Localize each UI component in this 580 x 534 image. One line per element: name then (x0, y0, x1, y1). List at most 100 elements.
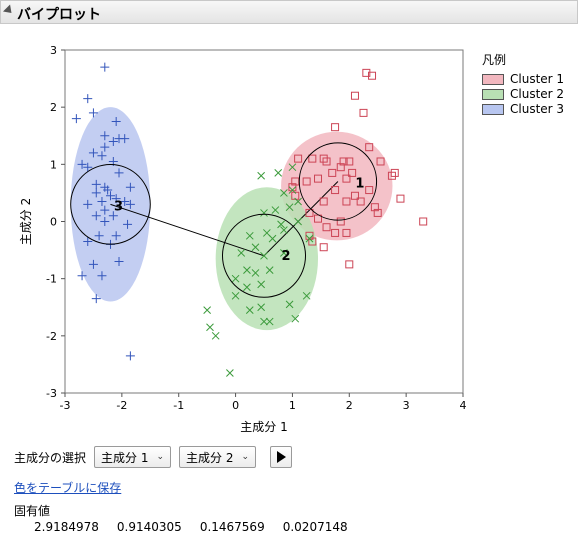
data-point (114, 168, 124, 178)
data-point (88, 148, 98, 158)
data-point (336, 217, 345, 226)
data-point (285, 203, 294, 212)
data-point (288, 163, 297, 172)
data-point (396, 194, 405, 203)
data-point (231, 274, 240, 283)
data-point (260, 251, 268, 260)
data-point (319, 243, 328, 252)
x-component-dropdown[interactable]: 主成分 1 ⌄ (94, 446, 172, 468)
data-point (100, 205, 110, 215)
y-tick-label: 3 (50, 44, 57, 57)
x-tick-label: 4 (460, 399, 467, 412)
data-point (419, 217, 428, 226)
data-point (265, 266, 274, 274)
chevron-down-icon: ⌄ (241, 452, 250, 462)
legend-title: 凡例 (482, 53, 507, 67)
y-tick-label: 1 (50, 158, 57, 171)
data-point (291, 314, 300, 323)
data-point (123, 219, 133, 229)
x-component-value: 主成分 1 (101, 450, 149, 465)
x-tick-label: -2 (116, 399, 127, 412)
data-point (305, 234, 314, 243)
data-point (359, 108, 368, 117)
data-point (83, 94, 93, 104)
data-point (260, 317, 268, 326)
y-component-dropdown[interactable]: 主成分 2 ⌄ (179, 446, 257, 468)
data-point (108, 211, 118, 221)
data-point (94, 231, 104, 241)
data-point (203, 306, 211, 314)
arrow-right-icon (276, 451, 286, 463)
data-point (257, 171, 266, 180)
data-point (97, 271, 107, 281)
data-point (373, 208, 382, 217)
cluster-number-label: 3 (114, 199, 123, 214)
data-point (280, 249, 288, 257)
data-point (111, 194, 121, 204)
data-point (226, 369, 234, 377)
save-colors-link[interactable]: 色をテーブルに保存 (14, 481, 122, 495)
data-point (103, 185, 113, 195)
y-axis-label: 主成分 2 (19, 198, 33, 245)
biplot-header[interactable]: バイプロット (0, 0, 578, 24)
legend-item-cluster-2[interactable]: Cluster 2 (482, 87, 564, 101)
data-point (251, 243, 260, 252)
data-point (120, 196, 130, 206)
data-point (368, 71, 377, 80)
data-point (125, 351, 135, 361)
y-tick-label: -2 (46, 330, 57, 343)
data-point (331, 123, 340, 132)
cluster-circle (298, 142, 378, 221)
data-point (339, 157, 348, 166)
data-point (111, 231, 121, 241)
cluster-link-line (110, 203, 265, 257)
y-tick-label: -3 (46, 387, 57, 400)
data-point (91, 188, 101, 198)
data-point (365, 143, 374, 152)
disclosure-triangle-icon[interactable] (2, 4, 16, 17)
data-point (345, 157, 354, 166)
data-point (257, 303, 266, 312)
component-select-label: 主成分の選択 (14, 450, 87, 465)
data-point (288, 186, 297, 194)
data-point (125, 199, 135, 209)
y-tick-label: -1 (46, 273, 57, 286)
data-point (243, 283, 251, 292)
data-point (376, 157, 385, 166)
data-point (105, 191, 115, 201)
data-point (257, 280, 266, 289)
data-point (336, 163, 345, 172)
data-point (97, 151, 107, 161)
data-point (260, 209, 268, 217)
legend-item-cluster-3[interactable]: Cluster 3 (482, 102, 564, 116)
legend-swatch-cluster-2 (482, 88, 504, 100)
data-point (108, 136, 118, 146)
go-button[interactable] (270, 446, 293, 468)
data-point (83, 237, 93, 247)
eigenvalues-label: 固有値 (14, 504, 51, 518)
legend-label-cluster-3: Cluster 3 (510, 102, 565, 116)
cluster-ellipse (70, 107, 151, 302)
data-point (319, 154, 328, 163)
y-component-value: 主成分 2 (186, 450, 234, 465)
data-point (100, 217, 110, 226)
data-point (370, 203, 379, 212)
data-point (280, 189, 288, 197)
data-point (77, 159, 87, 169)
data-point (125, 182, 135, 192)
x-tick-label: 2 (346, 399, 353, 412)
data-point (342, 197, 351, 206)
data-point (319, 197, 328, 206)
x-tick-label: -3 (60, 399, 71, 412)
plot-area: 1 2 3 (70, 62, 428, 377)
legend-item-cluster-1[interactable]: Cluster 1 (482, 72, 564, 86)
data-point (322, 157, 331, 166)
data-point (305, 208, 314, 217)
data-point (387, 171, 396, 180)
data-point (100, 131, 110, 141)
chevron-down-icon: ⌄ (156, 452, 165, 462)
data-point (356, 197, 365, 206)
data-point (302, 291, 311, 300)
data-point (308, 154, 317, 163)
y-tick-label: 0 (50, 216, 57, 229)
